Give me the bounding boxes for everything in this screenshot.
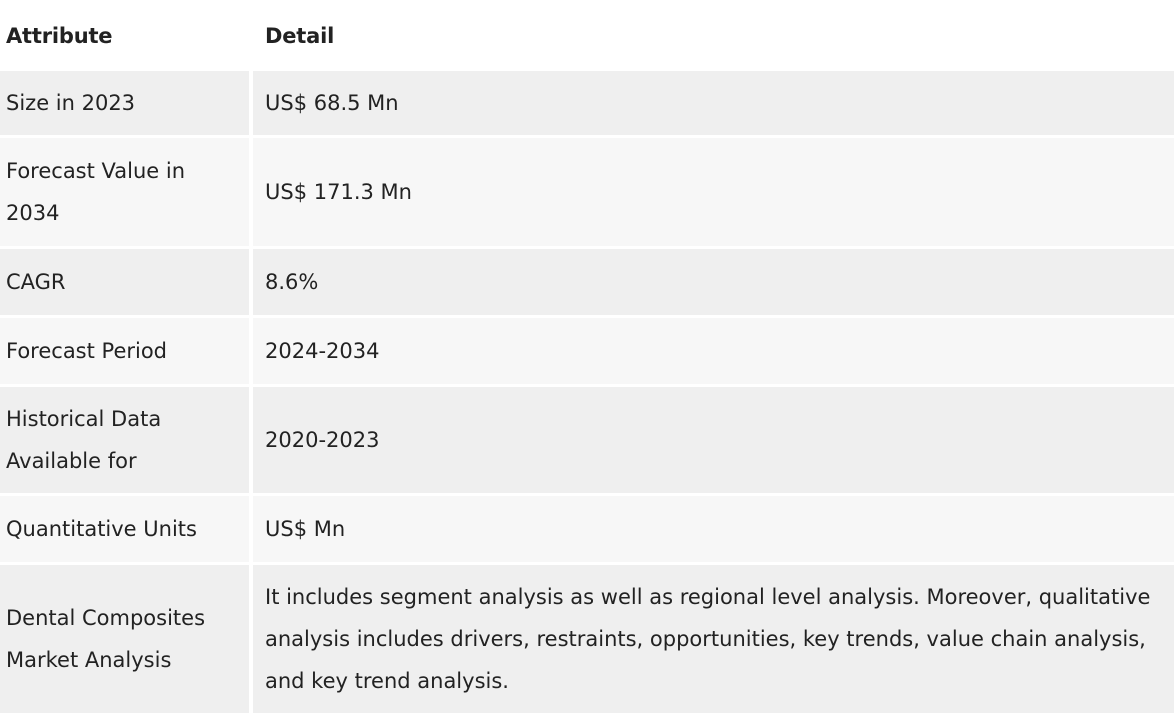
- table-row: Quantitative Units US$ Mn: [0, 496, 1174, 565]
- header-attribute: Attribute: [0, 0, 253, 71]
- attribute-cell: Forecast Value in 2034: [0, 138, 253, 249]
- attribute-cell: Dental Composites Market Analysis: [0, 565, 253, 716]
- table-row: Forecast Value in 2034 US$ 171.3 Mn: [0, 138, 1174, 249]
- detail-cell: 2020-2023: [253, 387, 1174, 496]
- detail-cell: 2024-2034: [253, 318, 1174, 387]
- table-header: Attribute Detail: [0, 0, 1174, 71]
- table-row: Historical Data Available for 2020-2023: [0, 387, 1174, 496]
- table-row: Dental Composites Market Analysis It inc…: [0, 565, 1174, 716]
- table-row: Forecast Period 2024-2034: [0, 318, 1174, 387]
- table-row: Size in 2023 US$ 68.5 Mn: [0, 71, 1174, 138]
- attribute-cell: CAGR: [0, 249, 253, 318]
- detail-cell: It includes segment analysis as well as …: [253, 565, 1174, 716]
- attribute-cell: Historical Data Available for: [0, 387, 253, 496]
- detail-cell: US$ 171.3 Mn: [253, 138, 1174, 249]
- header-detail: Detail: [253, 0, 1174, 71]
- attribute-cell: Size in 2023: [0, 71, 253, 138]
- table-body: Size in 2023 US$ 68.5 Mn Forecast Value …: [0, 71, 1174, 716]
- detail-cell: US$ Mn: [253, 496, 1174, 565]
- attribute-cell: Forecast Period: [0, 318, 253, 387]
- header-row: Attribute Detail: [0, 0, 1174, 71]
- detail-cell: 8.6%: [253, 249, 1174, 318]
- detail-cell: US$ 68.5 Mn: [253, 71, 1174, 138]
- table-row: CAGR 8.6%: [0, 249, 1174, 318]
- attribute-cell: Quantitative Units: [0, 496, 253, 565]
